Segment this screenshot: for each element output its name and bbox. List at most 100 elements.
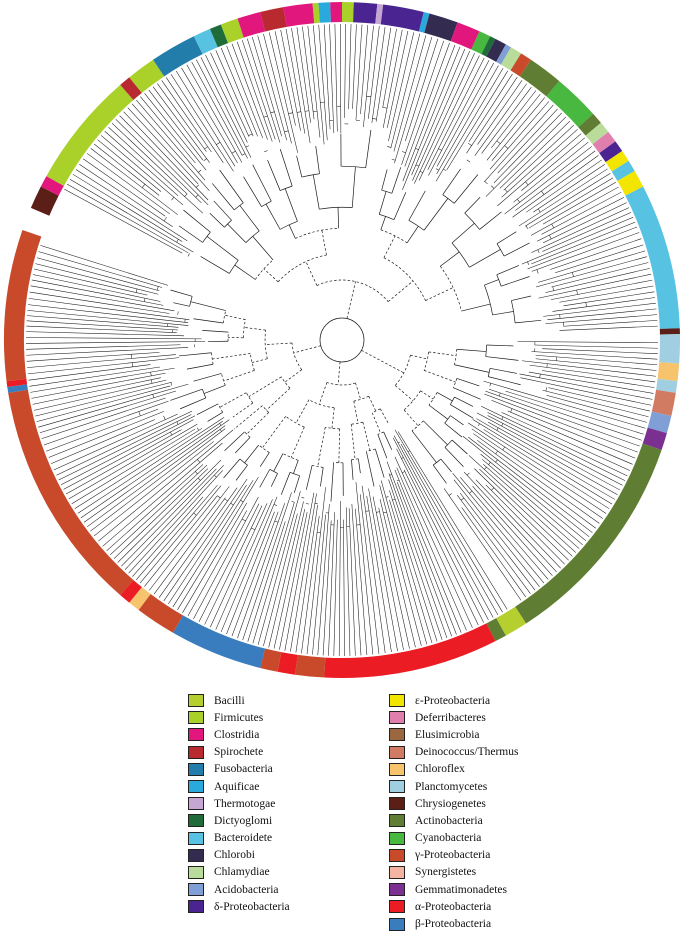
tree-branch [517, 199, 519, 202]
tree-branch [284, 131, 288, 132]
tree-branch [343, 520, 344, 656]
tree-branch [177, 239, 179, 242]
legend-item: Thermotogae [188, 795, 290, 812]
legend-swatch [389, 883, 405, 896]
legend-swatch [389, 866, 405, 879]
tree-branch [349, 508, 355, 656]
tree-branch [144, 298, 145, 301]
tree-branch [386, 497, 389, 498]
legend-swatch [188, 814, 204, 827]
tree-branch [460, 493, 535, 590]
legend-item: Acidobacteria [188, 881, 290, 898]
tree-branch [198, 170, 201, 172]
tree-branch [560, 326, 658, 330]
tree-branch [380, 499, 415, 647]
tree-branch [465, 213, 480, 229]
tree-branch [258, 491, 300, 644]
tree-branch [114, 469, 208, 559]
tree-branch [289, 225, 295, 239]
tree-branch [382, 190, 392, 193]
tree-branch [70, 179, 193, 252]
ring-segment [173, 615, 265, 668]
tree-branch [408, 451, 410, 452]
tree-branch [527, 262, 528, 265]
tree-branch [352, 167, 355, 208]
tree-branch [263, 514, 297, 646]
tree-branch [395, 430, 503, 612]
taxon-color-ring [4, 2, 680, 678]
tree-branch [220, 423, 221, 425]
tree-branch [306, 262, 317, 286]
tree-branch [457, 349, 486, 351]
tree-branch [424, 370, 456, 382]
tree-branch [151, 380, 152, 384]
tree-branch [372, 119, 376, 120]
tree-branch [61, 416, 195, 485]
tree-branch [262, 406, 268, 413]
tree-branch [491, 488, 494, 491]
tree-branch [358, 459, 360, 473]
legend-label: Elusimicrobia [415, 729, 480, 741]
tree-branch [237, 42, 272, 142]
legend-label: Thermotogae [214, 798, 275, 810]
phylogenetic-tree [0, 0, 680, 680]
tree-branch [196, 185, 199, 188]
tree-branch [286, 416, 305, 427]
tree-branch [128, 108, 198, 184]
tree-branch [531, 222, 635, 264]
tree-branch [280, 186, 292, 190]
tree-branch [473, 434, 599, 524]
legend-item: Chlorobi [188, 847, 290, 864]
tree-branch [290, 472, 300, 475]
tree-branch [397, 480, 399, 481]
tree-branch [468, 143, 472, 145]
tree-branch [486, 117, 566, 197]
tree-branch [505, 146, 508, 149]
tree-branch [538, 209, 540, 212]
legend-item: δ-Proteobacteria [188, 898, 290, 915]
tree-branch [472, 429, 603, 519]
tree-branch [515, 320, 541, 323]
tree-branch [313, 175, 319, 210]
tree-branch [515, 151, 595, 211]
tree-branch [328, 512, 334, 656]
tree-branch [281, 30, 301, 131]
tree-branch [346, 507, 350, 656]
tree-branch [468, 437, 592, 533]
tree-branch [285, 189, 297, 222]
legend-label: Cyanobacteria [415, 832, 481, 844]
tree-branch [405, 39, 437, 141]
tree-branch [81, 421, 223, 518]
tree-branch [356, 482, 373, 654]
tree-branch [545, 268, 649, 292]
tree-branch [531, 208, 629, 253]
tree-branch [488, 377, 520, 385]
tree-branch [292, 343, 302, 370]
tree-branch [469, 491, 472, 493]
tree-branch [283, 454, 298, 461]
tree-branch [196, 195, 198, 197]
tree-branch [178, 477, 259, 610]
legend-left-column: Bacilli Firmicutes Clostridia Spirochete… [188, 692, 290, 915]
tree-branch [260, 469, 270, 487]
tree-branch [392, 499, 395, 500]
tree-branch [424, 352, 429, 370]
tree-branch [240, 459, 248, 465]
tree-branch [26, 341, 205, 343]
tree-branch [383, 30, 402, 128]
tree-branch [499, 393, 500, 396]
legend-swatch [188, 832, 204, 845]
legend-label: δ-Proteobacteria [214, 901, 290, 913]
tree-branch [518, 342, 658, 343]
tree-branch [394, 192, 406, 219]
tree-branch [224, 370, 255, 381]
legend-label: Actinobacteria [415, 815, 483, 827]
tree-branch [415, 148, 418, 149]
tree-branch [210, 213, 225, 227]
tree-branch [170, 290, 192, 296]
tree-branch [164, 217, 167, 221]
tree-branch [255, 260, 273, 280]
tree-branch [188, 511, 247, 616]
tree-branch [319, 25, 328, 140]
tree-branch [132, 497, 203, 577]
